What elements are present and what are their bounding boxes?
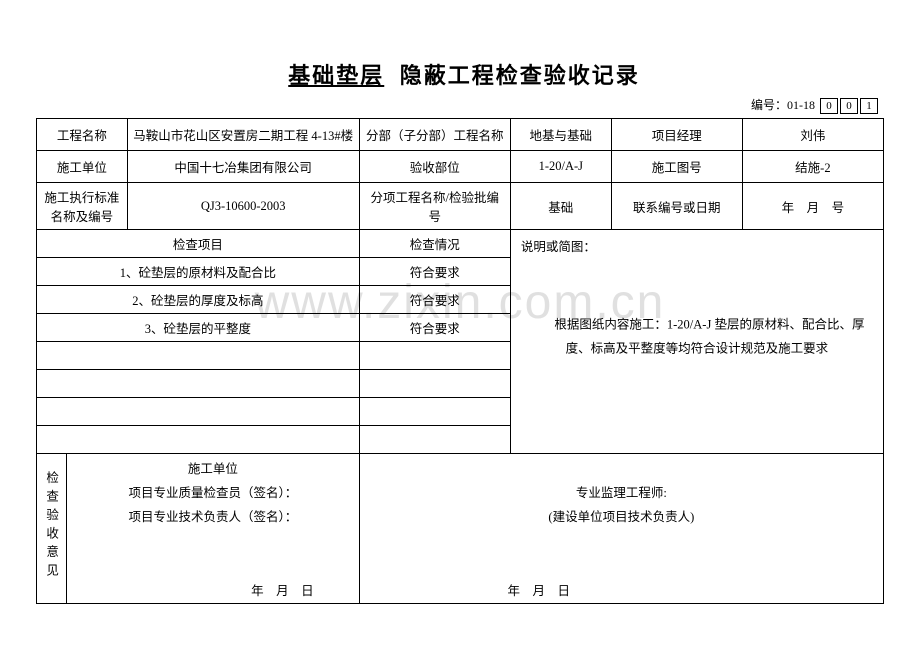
sig-left-date: 年 月 日: [72, 580, 353, 599]
code-box-2: 0: [840, 98, 858, 114]
empty-row-1: [37, 342, 360, 370]
title-rest: 隐蔽工程检查验收记录: [400, 63, 640, 88]
title-prefix: 基础垫层: [280, 63, 392, 88]
hdr-r1-c3-label: 项目经理: [611, 119, 742, 151]
hdr-r3-c1-val: QJ3-10600-2003: [127, 183, 359, 230]
item-2-name: 2、砼垫层的厚度及标高: [37, 286, 360, 314]
sig-left-block: 施工单位 项目专业质量检查员（签名）： 项目专业技术负责人（签名）： 年 月 日: [67, 454, 359, 603]
main-table: 工程名称 马鞍山市花山区安置房二期工程 4-13#楼 分部（子分部）工程名称 地…: [36, 118, 884, 603]
sig-right-l1: 专业监理工程师:: [365, 482, 878, 506]
code-box-3: 1: [860, 98, 878, 114]
description-cell: 说明或简图： 根据图纸内容施工：1-20/A-J 垫层的原材料、配合比、厚度、标…: [510, 230, 883, 454]
hdr-r2-c1-label: 施工单位: [37, 151, 128, 183]
hdr-r3-c2-label: 分项工程名称/检验批编号: [359, 183, 510, 230]
desc-text: 根据图纸内容施工：1-20/A-J 垫层的原材料、配合比、厚度、标高及平整度等均…: [521, 314, 873, 362]
hdr-r1-c1-val: 马鞍山市花山区安置房二期工程 4-13#楼: [127, 119, 359, 151]
hdr-r3-c3-label: 联系编号或日期: [611, 183, 742, 230]
sig-vertical-label: 检查验收意见: [37, 454, 67, 603]
hdr-r1-c2-label: 分部（子分部）工程名称: [359, 119, 510, 151]
code-label: 编号：01-18: [751, 98, 815, 112]
sig-left-l1: 项目专业质量检查员（签名）：: [72, 482, 353, 506]
item-1-status: 符合要求: [359, 258, 510, 286]
code-box-1: 0: [820, 98, 838, 114]
desc-label: 说明或简图：: [521, 236, 596, 255]
page-title-wrap: 基础垫层 隐蔽工程检查验收记录: [36, 58, 884, 90]
item-3-status: 符合要求: [359, 314, 510, 342]
sig-right-l2: (建设单位项目技术负责人): [365, 506, 878, 530]
empty-row-3: [37, 398, 360, 426]
empty-status-3: [359, 398, 510, 426]
hdr-r2-c2-val: 1-20/A-J: [510, 151, 611, 183]
empty-status-4: [359, 426, 510, 454]
sig-left-l2: 项目专业技术负责人（签名）：: [72, 506, 353, 530]
hdr-r2-c1-val: 中国十七冶集团有限公司: [127, 151, 359, 183]
empty-row-2: [37, 370, 360, 398]
item-3-name: 3、砼垫层的平整度: [37, 314, 360, 342]
item-2-status: 符合要求: [359, 286, 510, 314]
hdr-r1-c1-label: 工程名称: [37, 119, 128, 151]
hdr-r3-c1-label: 施工执行标准名称及编号: [37, 183, 128, 230]
hdr-r2-c3-val: 结施-2: [742, 151, 883, 183]
empty-row-4: [37, 426, 360, 454]
empty-status-1: [359, 342, 510, 370]
sig-right-date: 年 月 日: [365, 580, 878, 599]
hdr-r1-c2-val: 地基与基础: [510, 119, 611, 151]
sig-left-unit: 施工单位: [72, 458, 353, 482]
col-check-item: 检查项目: [37, 230, 360, 258]
hdr-r3-c3-val: 年 月 号: [742, 183, 883, 230]
hdr-r1-c3-val: 刘伟: [742, 119, 883, 151]
empty-status-2: [359, 370, 510, 398]
hdr-r2-c2-label: 验收部位: [359, 151, 510, 183]
col-check-status: 检查情况: [359, 230, 510, 258]
item-1-name: 1、砼垫层的原材料及配合比: [37, 258, 360, 286]
code-line: 编号：01-18 001: [36, 96, 884, 114]
hdr-r2-c3-label: 施工图号: [611, 151, 742, 183]
hdr-r3-c2-val: 基础: [510, 183, 611, 230]
sig-right-block: 专业监理工程师: (建设单位项目技术负责人) 年 月 日: [359, 454, 883, 603]
